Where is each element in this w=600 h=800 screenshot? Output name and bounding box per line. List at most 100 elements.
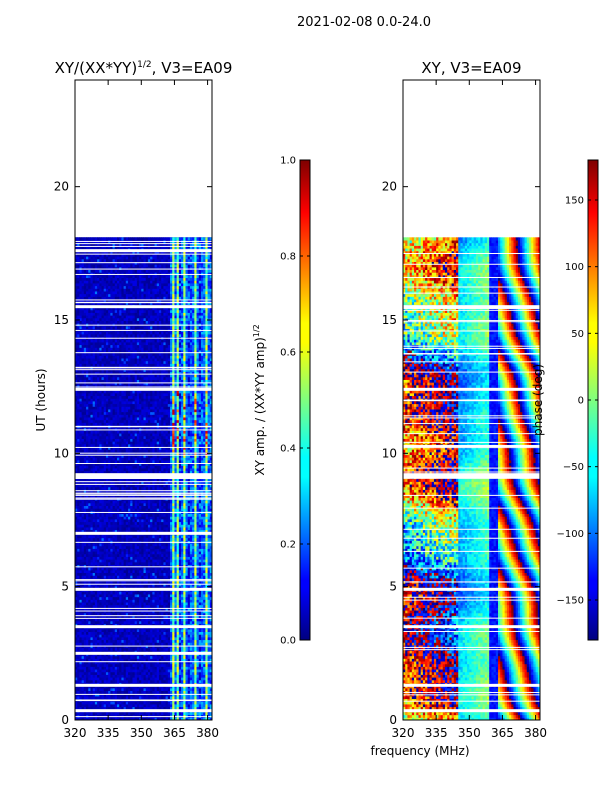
heatmap-cell bbox=[194, 513, 198, 517]
heatmap-cell bbox=[139, 690, 142, 694]
heatmap-cell bbox=[99, 599, 103, 603]
heatmap-cell bbox=[86, 518, 89, 523]
heatmap-cell bbox=[128, 695, 131, 700]
heatmap-cell bbox=[147, 508, 151, 512]
heatmap-cell bbox=[143, 516, 147, 520]
heatmap-cell bbox=[145, 534, 149, 539]
heatmap-cell bbox=[83, 559, 87, 563]
heatmap-cell bbox=[92, 663, 96, 667]
heatmap-cell bbox=[161, 580, 164, 584]
heatmap-cell bbox=[112, 677, 116, 681]
heatmap-cell bbox=[94, 717, 98, 720]
heatmap-cell bbox=[165, 518, 169, 523]
heatmap-cell bbox=[170, 543, 173, 547]
heatmap-cell bbox=[134, 516, 138, 520]
heatmap-cell bbox=[103, 599, 107, 603]
heatmap-cell bbox=[79, 612, 83, 616]
heatmap-cell bbox=[167, 593, 171, 598]
heatmap-cell bbox=[123, 604, 127, 608]
heatmap-cell bbox=[88, 663, 91, 667]
heatmap-cell bbox=[125, 610, 129, 614]
heatmap-cell bbox=[123, 671, 127, 675]
heatmap-cell bbox=[119, 612, 122, 616]
heatmap-cell bbox=[145, 634, 149, 638]
heatmap-cell bbox=[198, 647, 202, 651]
heatmap-cell bbox=[105, 602, 109, 606]
heatmap-cell bbox=[130, 513, 133, 517]
heatmap-cell bbox=[165, 701, 169, 705]
heatmap-cell bbox=[105, 620, 109, 624]
heatmap-cell bbox=[110, 663, 114, 667]
heatmap-cell bbox=[183, 674, 186, 678]
heatmap-cell bbox=[200, 663, 204, 667]
heatmap-cell bbox=[99, 567, 103, 571]
heatmap-cell bbox=[94, 679, 98, 683]
heatmap-cell bbox=[150, 701, 153, 705]
heatmap-cell bbox=[154, 701, 158, 705]
heatmap-cell bbox=[176, 711, 180, 716]
heatmap-cell bbox=[114, 647, 118, 651]
heatmap-cell bbox=[112, 518, 116, 523]
heatmap-cell bbox=[103, 513, 107, 517]
heatmap-cell bbox=[130, 551, 133, 555]
heatmap-cell bbox=[167, 658, 171, 662]
heatmap-cell bbox=[108, 518, 111, 523]
heatmap-cell bbox=[79, 551, 83, 555]
heatmap-cell bbox=[152, 711, 156, 716]
heatmap-cell bbox=[119, 543, 122, 547]
heatmap-cell bbox=[207, 636, 211, 641]
heatmap-cell bbox=[132, 711, 136, 716]
heatmap-cell bbox=[97, 679, 100, 683]
heatmap-cell bbox=[178, 671, 182, 675]
heatmap-cell bbox=[165, 620, 169, 624]
heatmap-cell bbox=[141, 639, 144, 643]
heatmap-cell bbox=[83, 647, 87, 651]
heatmap-cell bbox=[174, 575, 178, 579]
heatmap-cell bbox=[121, 634, 125, 638]
heatmap-cell bbox=[181, 677, 184, 681]
heatmap-cell bbox=[128, 636, 131, 641]
heatmap-cell bbox=[141, 543, 144, 547]
heatmap-cell bbox=[119, 575, 122, 579]
heatmap-cell bbox=[198, 602, 202, 606]
heatmap-cell bbox=[163, 516, 167, 520]
heatmap-cell bbox=[92, 602, 96, 606]
heatmap-cell bbox=[163, 537, 167, 541]
heatmap-cell bbox=[161, 669, 164, 673]
heatmap-cell bbox=[143, 529, 147, 533]
heatmap-cell bbox=[99, 526, 103, 531]
heatmap-cell bbox=[161, 561, 164, 565]
heatmap-cell bbox=[192, 580, 195, 584]
heatmap-cell bbox=[92, 561, 96, 565]
heatmap-cell bbox=[163, 669, 167, 673]
heatmap-cell bbox=[90, 585, 94, 590]
heatmap-cell bbox=[192, 505, 195, 509]
heatmap-cell bbox=[81, 505, 85, 509]
heatmap-cell bbox=[88, 521, 91, 525]
heatmap-cell bbox=[152, 561, 156, 565]
heatmap-cell bbox=[86, 631, 89, 635]
heatmap-cell bbox=[125, 529, 129, 533]
heatmap-cell bbox=[209, 663, 212, 667]
heatmap-cell bbox=[101, 634, 105, 638]
heatmap-cell bbox=[161, 569, 164, 574]
heatmap-cell bbox=[112, 593, 116, 598]
heatmap-cell bbox=[154, 711, 158, 716]
heatmap-cell bbox=[170, 583, 173, 587]
heatmap-cell bbox=[125, 585, 129, 590]
heatmap-cell bbox=[187, 551, 191, 555]
heatmap-cell bbox=[187, 642, 191, 646]
heatmap-cell bbox=[75, 591, 78, 595]
heatmap-cell bbox=[136, 642, 140, 646]
heatmap-cell bbox=[128, 674, 131, 678]
heatmap-cell bbox=[75, 559, 78, 563]
heatmap-cell bbox=[205, 508, 209, 512]
heatmap-cell bbox=[136, 508, 140, 512]
heatmap-cell bbox=[75, 551, 78, 555]
heatmap-cell bbox=[136, 628, 140, 633]
heatmap-cell bbox=[143, 561, 147, 565]
heatmap-cell bbox=[136, 537, 140, 541]
heatmap-cell bbox=[145, 711, 149, 716]
heatmap-cell bbox=[83, 583, 87, 587]
heatmap-cell bbox=[83, 612, 87, 616]
